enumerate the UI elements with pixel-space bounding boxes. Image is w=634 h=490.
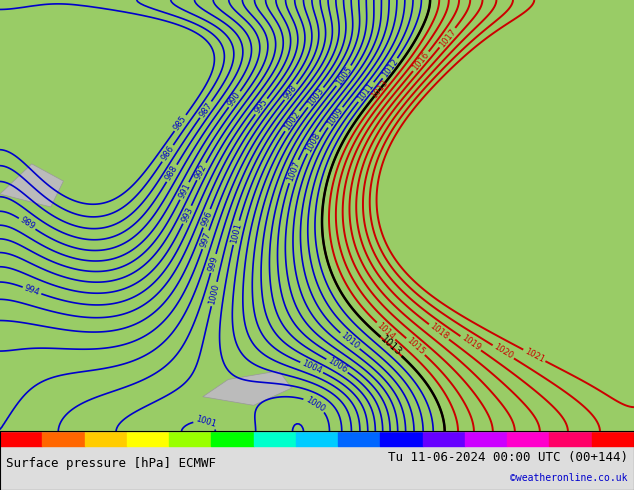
- Text: 993: 993: [179, 206, 195, 224]
- Text: 985: 985: [172, 114, 188, 132]
- Text: 992: 992: [194, 162, 209, 180]
- Bar: [550, 431, 592, 446]
- Text: Tu 11-06-2024 00:00 UTC (00+144): Tu 11-06-2024 00:00 UTC (00+144): [387, 451, 628, 464]
- Bar: [380, 431, 423, 446]
- Text: 1000: 1000: [304, 395, 326, 414]
- Text: 1008: 1008: [304, 131, 322, 154]
- Text: 1021: 1021: [523, 346, 546, 364]
- Text: 995: 995: [253, 98, 269, 116]
- Text: 986: 986: [160, 144, 176, 163]
- Bar: [296, 431, 338, 446]
- Text: 1001: 1001: [229, 221, 243, 244]
- Text: 1005: 1005: [334, 65, 354, 87]
- Text: 1019: 1019: [460, 334, 482, 353]
- Text: 988: 988: [164, 164, 179, 182]
- Bar: [84, 431, 127, 446]
- Bar: [254, 431, 296, 446]
- Text: 1014: 1014: [375, 321, 397, 342]
- Text: 998: 998: [282, 83, 299, 101]
- Text: 1000: 1000: [207, 283, 221, 305]
- Text: 1001: 1001: [194, 415, 217, 429]
- Text: 1012: 1012: [380, 57, 400, 79]
- Bar: [507, 431, 550, 446]
- Bar: [338, 431, 380, 446]
- Text: 1010: 1010: [339, 331, 361, 351]
- Text: 987: 987: [197, 100, 214, 119]
- Bar: [42, 431, 84, 446]
- Text: 1009: 1009: [325, 106, 345, 128]
- Text: 1017: 1017: [437, 26, 458, 49]
- Text: 1004: 1004: [301, 359, 323, 376]
- Text: 989: 989: [18, 216, 36, 232]
- Text: 1018: 1018: [428, 322, 450, 342]
- Text: 1006: 1006: [326, 356, 349, 375]
- Text: Surface pressure [hPa] ECMWF: Surface pressure [hPa] ECMWF: [6, 457, 216, 470]
- Text: ©weatheronline.co.uk: ©weatheronline.co.uk: [510, 473, 628, 483]
- Text: 1015: 1015: [404, 336, 427, 357]
- Text: 1016: 1016: [411, 50, 431, 73]
- Bar: [127, 431, 169, 446]
- Text: 996: 996: [200, 209, 214, 227]
- Text: 1007: 1007: [285, 160, 302, 183]
- Text: 997: 997: [199, 231, 212, 249]
- Bar: [465, 431, 507, 446]
- Text: 999: 999: [207, 255, 220, 272]
- Bar: [211, 431, 254, 446]
- Bar: [592, 431, 634, 446]
- Text: 1013: 1013: [370, 78, 390, 101]
- Text: 990: 990: [226, 90, 243, 108]
- Text: 994: 994: [23, 284, 41, 297]
- Text: 1002: 1002: [282, 110, 302, 132]
- Text: 1020: 1020: [492, 343, 515, 361]
- Text: 1011: 1011: [356, 81, 376, 103]
- Text: 1003: 1003: [306, 86, 326, 108]
- Text: 991: 991: [177, 182, 192, 200]
- Text: 1013: 1013: [378, 335, 404, 358]
- Bar: [423, 431, 465, 446]
- Bar: [0, 431, 42, 446]
- Bar: [169, 431, 211, 446]
